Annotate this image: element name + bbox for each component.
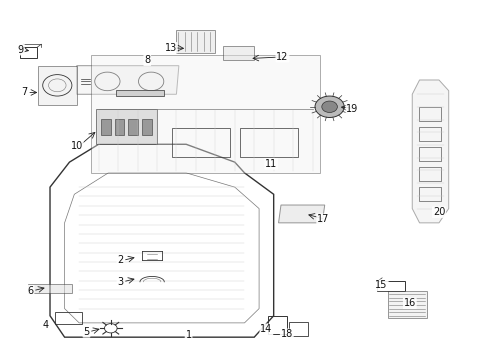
Bar <box>288 322 307 337</box>
Polygon shape <box>28 284 72 293</box>
Bar <box>142 119 151 135</box>
Text: 1: 1 <box>185 330 191 341</box>
Text: 18: 18 <box>280 329 292 339</box>
Bar <box>116 90 164 96</box>
Polygon shape <box>176 30 215 53</box>
Text: 20: 20 <box>432 207 444 217</box>
Text: 13: 13 <box>164 43 176 53</box>
Circle shape <box>321 101 337 112</box>
Polygon shape <box>222 46 254 60</box>
Bar <box>55 312 81 324</box>
Bar <box>418 147 441 161</box>
Bar <box>418 107 441 121</box>
Text: 11: 11 <box>264 159 277 169</box>
Bar <box>171 128 229 157</box>
Bar <box>20 47 37 58</box>
Text: 14: 14 <box>260 324 272 334</box>
Polygon shape <box>387 291 426 318</box>
Text: 19: 19 <box>346 104 358 113</box>
Circle shape <box>314 96 344 117</box>
Text: 2: 2 <box>117 255 123 265</box>
Text: 5: 5 <box>83 327 89 337</box>
Bar <box>115 119 124 135</box>
Polygon shape <box>38 66 77 105</box>
Polygon shape <box>278 205 324 223</box>
Bar <box>239 128 297 157</box>
Polygon shape <box>91 55 319 173</box>
Bar <box>267 316 287 334</box>
Text: 10: 10 <box>70 141 82 151</box>
Text: 17: 17 <box>316 214 329 224</box>
Text: 12: 12 <box>276 52 288 62</box>
Text: 8: 8 <box>144 55 150 65</box>
Bar <box>376 282 405 291</box>
Text: 6: 6 <box>27 286 34 296</box>
Text: 7: 7 <box>21 87 28 98</box>
Polygon shape <box>411 80 448 223</box>
Text: 15: 15 <box>375 280 387 291</box>
Text: 3: 3 <box>117 277 123 287</box>
Bar <box>418 127 441 141</box>
Bar <box>418 187 441 202</box>
Text: 4: 4 <box>42 320 48 330</box>
Bar <box>128 119 138 135</box>
Text: 16: 16 <box>403 298 415 308</box>
Bar <box>101 119 111 135</box>
Polygon shape <box>77 66 179 94</box>
Bar <box>418 167 441 181</box>
Text: 9: 9 <box>18 45 24 55</box>
Polygon shape <box>96 109 157 144</box>
